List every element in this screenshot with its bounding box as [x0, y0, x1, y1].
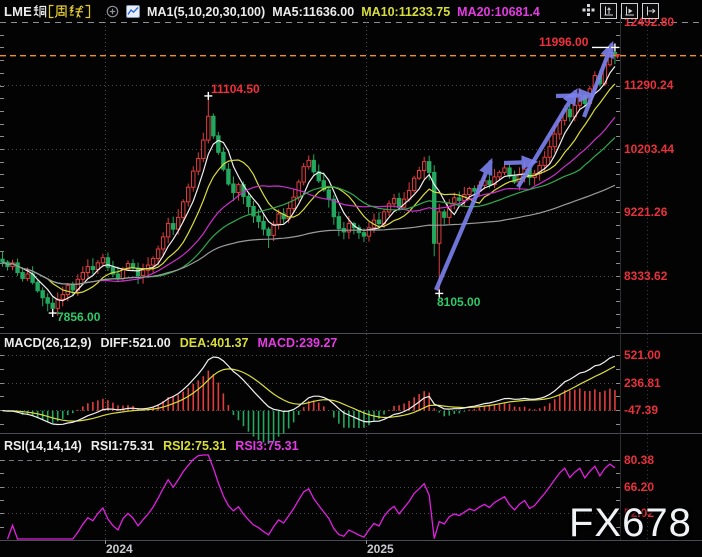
annotation-arrow: [582, 40, 614, 118]
title-bar: LME MA1(5: [4, 3, 540, 20]
chart-toolbar: [581, 3, 659, 19]
price-cross-marker: [610, 43, 619, 52]
ma5-value: MA5:11636.00: [272, 4, 355, 19]
y-axis-label: 521.00: [624, 348, 661, 362]
axis-zoom-up-icon[interactable]: [600, 3, 617, 19]
y-axis-label: 66.20: [624, 480, 655, 494]
extreme-price-label: 11104.50: [211, 82, 260, 96]
macd-name: MACD(26,12,9): [4, 336, 92, 350]
axis-play-icon[interactable]: [621, 3, 638, 19]
rsi-line: [6, 454, 616, 540]
rsi1-value: RSI1:75.31: [90, 439, 155, 453]
ma10-line: [2, 83, 616, 294]
macd-histogram: [6, 370, 616, 444]
macd-diff-line: [2, 355, 616, 426]
annotation-arrow: [555, 88, 596, 103]
circle-plus-icon[interactable]: [106, 5, 119, 18]
y-axis-label: 10203.44: [624, 142, 675, 156]
y-axis-label: 80.38: [624, 453, 655, 467]
ma100-line: [2, 184, 616, 286]
ma10-value: MA10:11233.75: [361, 4, 451, 19]
extreme-price-label: 7856.00: [57, 310, 101, 324]
annotation-arrow: [434, 157, 493, 291]
annotation-arrow: [503, 155, 539, 170]
macd-value: MACD:239.27: [257, 336, 338, 350]
ma20-value: MA20:10681.4: [457, 4, 540, 19]
ma-settings-label: MA1(5,10,20,30,100): [147, 4, 266, 19]
pan-crosshair-icon[interactable]: [581, 3, 596, 17]
symbol-name: LME: [4, 4, 33, 19]
rsi-header: RSI(14,14,14) RSI1:75.31 RSI2:75.31 RSI3…: [4, 439, 299, 453]
y-axis-label: 9221.26: [624, 205, 668, 219]
macd-dea-line: [2, 365, 616, 422]
y-axis-label: 8333.62: [624, 269, 668, 283]
y-axis-label: 11290.24: [624, 78, 674, 92]
rsi-name: RSI(14,14,14): [4, 439, 82, 453]
cjk-glyph-brackets-zhouxian: [48, 4, 91, 18]
extreme-price-label: 11996.00: [539, 35, 589, 49]
axis-shift-right-icon[interactable]: [642, 3, 659, 19]
ma5-line: [2, 66, 616, 302]
mini-chart-icon[interactable]: [126, 5, 141, 18]
y-axis-label: 236.81: [624, 376, 661, 390]
macd-header: MACD(26,12,9) DIFF:521.00 DEA:401.37 MAC…: [4, 336, 337, 350]
cjk-glyph-tong: [33, 4, 47, 18]
last-candle-marker: [615, 54, 620, 59]
symbol-period-cjk-glyphs: [33, 4, 91, 18]
rsi3-value: RSI3:75.31: [235, 439, 299, 453]
price-cross-marker: [435, 289, 444, 298]
price-cross-marker: [204, 91, 213, 100]
price-cross-marker: [48, 309, 57, 318]
macd-dea: DEA:401.37: [179, 336, 249, 350]
rsi2-value: RSI2:75.31: [163, 439, 227, 453]
y-axis-label: 52.02: [624, 506, 655, 520]
macd-diff: DIFF:521.00: [100, 336, 171, 350]
watermark: FX678: [569, 501, 692, 545]
x-axis-year-label: 2024: [106, 542, 133, 556]
ma20-line: [2, 116, 616, 286]
annotation-arrow: [516, 88, 578, 189]
extreme-price-label: 8105.00: [437, 295, 481, 309]
x-axis-year-label: 2025: [367, 542, 394, 556]
y-axis-label: -47.39: [624, 403, 659, 417]
